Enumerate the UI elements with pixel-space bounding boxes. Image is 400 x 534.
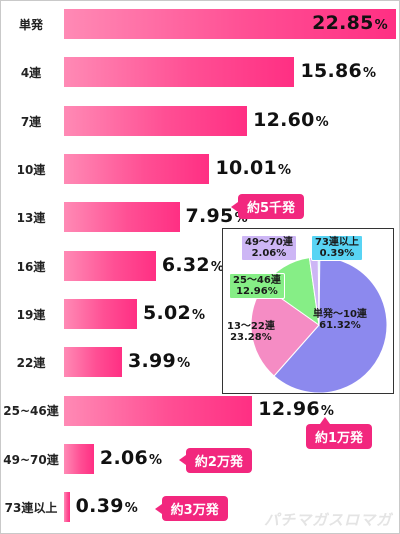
category-label: 10連 xyxy=(16,162,46,177)
annotation-callout: 約5千発 xyxy=(230,194,305,220)
bar-row: 4連 15.86% xyxy=(0,48,400,96)
category-label: 7連 xyxy=(20,114,42,129)
bar-row: 16連 6.32% xyxy=(0,242,400,290)
bar-row: 25~46連 12.96% 約1万発 xyxy=(0,386,400,450)
bar xyxy=(64,250,156,281)
value-unit: % xyxy=(374,18,388,33)
category-label: 13連 xyxy=(16,211,46,226)
bar-row: 49~70連 2.06% 約2万発 xyxy=(0,435,400,483)
category-label: 49~70連 xyxy=(3,452,59,467)
value-unit: % xyxy=(315,114,329,130)
pie-slice-value: 23.28% xyxy=(230,332,272,343)
value-label: 22.85% xyxy=(312,12,388,34)
value-number: 6.32 xyxy=(161,253,210,276)
value-number: 22.85 xyxy=(312,12,374,34)
bar xyxy=(64,443,94,474)
bar-row: 単発 22.85% xyxy=(0,0,400,48)
value-number: 15.86 xyxy=(300,60,363,83)
annotation-callout: 約1万発 xyxy=(306,417,373,450)
bar xyxy=(64,298,137,329)
category-label: 73連以上 xyxy=(4,501,58,515)
pie-chart-panel: 単発〜10連 61.32% 13〜22連 23.28% 25〜46連 12.96% 49〜7… xyxy=(222,228,394,394)
value-label: 3.99% xyxy=(128,350,190,372)
value-label: 6.32% xyxy=(162,254,224,276)
bar-row: 19連 5.02% xyxy=(0,290,400,338)
value-unit: % xyxy=(149,452,163,468)
pie-slice-label: 49〜70連 2.06% xyxy=(241,235,297,261)
value-label: 15.86% xyxy=(300,60,376,82)
pie-slice-value: 2.06% xyxy=(251,248,287,259)
pie-slice-label: 13〜22連 23.28% xyxy=(227,321,275,343)
value-number: 12.96 xyxy=(258,398,320,421)
category-label: 4連 xyxy=(20,66,42,81)
bar xyxy=(64,347,122,378)
pie-slice-value: 12.96% xyxy=(236,286,278,297)
bar xyxy=(64,57,295,88)
watermark-logo: パチマガスロマガ xyxy=(263,511,392,529)
pie-slice-label: 単発〜10連 61.32% xyxy=(313,309,367,331)
pie-slice-label: 73連以上 0.39% xyxy=(311,235,363,261)
pie-slice xyxy=(273,256,388,393)
value-unit: % xyxy=(210,259,225,275)
pie-slice-value: 61.32% xyxy=(319,320,361,331)
bar xyxy=(64,9,396,40)
value-unit: % xyxy=(192,307,206,323)
category-label: 22連 xyxy=(16,356,46,371)
value-label: 5.02% xyxy=(143,302,205,324)
bar-row: 22連 3.99% xyxy=(0,338,400,386)
bar-row: 7連 12.60% xyxy=(0,97,400,145)
pie-slice-name: 49〜70連 xyxy=(245,237,293,248)
pie-slice-name: 単発〜10連 xyxy=(313,309,367,320)
pie-slice-name: 13〜22連 xyxy=(227,321,275,332)
value-unit: % xyxy=(363,66,377,82)
value-unit: % xyxy=(278,162,292,178)
value-label: 12.96% xyxy=(258,398,334,420)
pie-slice-value: 0.39% xyxy=(319,248,355,259)
pie-slice-name: 73連以上 xyxy=(315,237,359,248)
category-label: 単発 xyxy=(18,18,43,32)
bar xyxy=(64,105,248,136)
bar-row: 10連 10.01% xyxy=(0,145,400,193)
value-label: 10.01% xyxy=(215,157,291,179)
value-number: 7.95 xyxy=(185,205,234,228)
value-label: 12.60% xyxy=(253,109,329,131)
category-label: 25~46連 xyxy=(3,404,59,419)
category-label: 19連 xyxy=(16,307,46,322)
bar xyxy=(64,395,253,426)
value-label: 2.06% xyxy=(100,447,162,469)
value-number: 3.99 xyxy=(127,350,177,373)
value-number: 10.01 xyxy=(215,156,278,179)
bar xyxy=(64,154,210,185)
category-label: 16連 xyxy=(16,259,46,274)
value-label: 0.39% xyxy=(76,495,138,517)
bar-row: 73連以上 0.39% 約3万発 xyxy=(0,483,400,531)
bar xyxy=(64,492,70,523)
value-number: 0.39 xyxy=(75,495,124,517)
pie-slice-name: 25〜46連 xyxy=(233,275,281,286)
annotation-callout: 約2万発 xyxy=(178,447,252,473)
bar xyxy=(64,202,180,233)
value-unit: % xyxy=(320,404,335,420)
value-unit: % xyxy=(124,501,139,516)
value-number: 5.02 xyxy=(142,301,192,324)
value-number: 2.06 xyxy=(99,446,149,469)
pie-slice-label: 25〜46連 12.96% xyxy=(229,273,285,299)
annotation-callout: 約3万発 xyxy=(154,496,228,521)
value-unit: % xyxy=(177,356,191,372)
value-number: 12.60 xyxy=(253,108,315,131)
